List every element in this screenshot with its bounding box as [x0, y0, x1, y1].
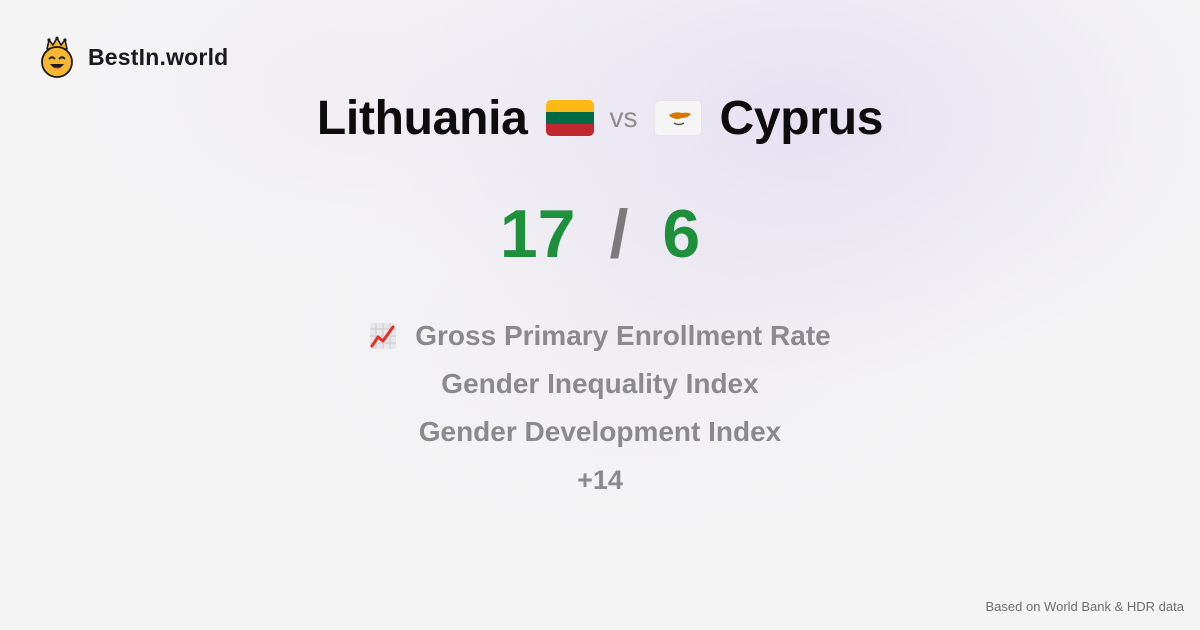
flag-stripe-yellow [545, 100, 594, 112]
left-country-name[interactable]: Lithuania [316, 91, 528, 145]
metric-item: Gender Inequality Index [0, 360, 1200, 408]
flag-stripe-red [545, 124, 594, 136]
right-country-name[interactable]: Cyprus [719, 91, 884, 145]
metric-label: Gender Inequality Index [441, 368, 759, 399]
metrics-list: Gross Primary Enrollment Rate Gender Ine… [0, 312, 1200, 504]
more-metrics[interactable]: +14 [0, 456, 1200, 504]
right-score: 6 [662, 196, 701, 272]
chart-increasing-icon [370, 323, 397, 349]
smiling-crown-face-icon [41, 36, 73, 78]
lithuania-flag-icon [545, 100, 594, 136]
score-row: 17 / 6 [0, 196, 1200, 272]
metric-item: Gender Development Index [0, 408, 1200, 456]
brand[interactable]: BestIn.world [38, 36, 228, 78]
source-note: Based on World Bank & HDR data [985, 599, 1184, 614]
cyprus-flag-icon [653, 100, 702, 136]
vs-separator: vs [609, 102, 638, 133]
flag-stripe-green [545, 112, 594, 124]
metric-label: Gender Development Index [418, 416, 782, 447]
score-separator: / [609, 196, 629, 272]
more-metrics-count: +14 [577, 464, 623, 495]
metric-label: Gross Primary Enrollment Rate [415, 320, 831, 351]
comparison-headline: Lithuania vs Cyprus [0, 88, 1200, 148]
left-score: 17 [499, 196, 576, 272]
brand-name: BestIn.world [88, 43, 229, 70]
metric-item: Gross Primary Enrollment Rate [0, 312, 1200, 360]
